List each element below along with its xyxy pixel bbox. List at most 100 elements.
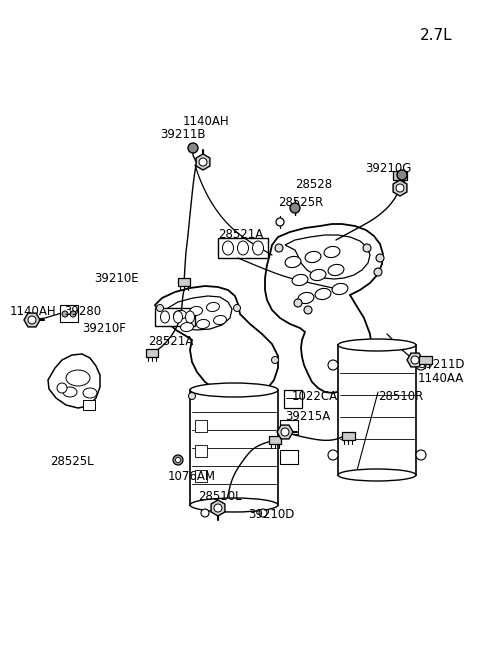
Ellipse shape [173, 311, 182, 323]
Polygon shape [284, 390, 302, 408]
Text: 39211D: 39211D [418, 358, 465, 371]
Circle shape [328, 360, 338, 370]
Circle shape [363, 244, 371, 252]
Text: 39211B: 39211B [160, 128, 205, 141]
Ellipse shape [305, 252, 321, 263]
Ellipse shape [223, 241, 233, 255]
Circle shape [290, 203, 300, 213]
Polygon shape [48, 354, 100, 408]
Circle shape [294, 299, 302, 307]
Text: 1022CA: 1022CA [292, 390, 338, 403]
Polygon shape [155, 286, 278, 398]
Text: 28510L: 28510L [198, 490, 241, 503]
Ellipse shape [310, 269, 326, 280]
Polygon shape [265, 224, 383, 393]
Text: 28525L: 28525L [50, 455, 94, 468]
Ellipse shape [63, 387, 77, 397]
Circle shape [416, 360, 426, 370]
Polygon shape [280, 450, 298, 464]
Circle shape [411, 356, 419, 364]
Polygon shape [155, 308, 195, 326]
Polygon shape [166, 296, 232, 330]
Polygon shape [190, 390, 278, 505]
Circle shape [28, 316, 36, 324]
Text: 39210G: 39210G [365, 162, 411, 175]
Circle shape [201, 509, 209, 517]
Polygon shape [218, 238, 268, 258]
Circle shape [281, 428, 289, 436]
Polygon shape [280, 420, 298, 434]
Ellipse shape [160, 311, 169, 323]
Ellipse shape [206, 303, 219, 312]
Circle shape [70, 311, 76, 317]
Polygon shape [195, 445, 207, 457]
Polygon shape [393, 180, 407, 196]
Ellipse shape [332, 284, 348, 295]
Circle shape [176, 457, 180, 462]
Circle shape [199, 158, 207, 166]
Polygon shape [277, 425, 293, 439]
Circle shape [328, 450, 338, 460]
Circle shape [214, 504, 222, 512]
Text: 1140AA: 1140AA [418, 372, 464, 385]
Ellipse shape [214, 316, 227, 324]
Polygon shape [341, 432, 355, 440]
Text: 1140AH: 1140AH [10, 305, 57, 318]
Polygon shape [269, 436, 281, 444]
Ellipse shape [285, 256, 301, 268]
Text: 1076AM: 1076AM [168, 470, 216, 483]
Ellipse shape [252, 241, 264, 255]
Circle shape [188, 143, 198, 153]
Polygon shape [338, 345, 416, 475]
Text: 39280: 39280 [64, 305, 101, 318]
Polygon shape [195, 420, 207, 432]
Polygon shape [24, 313, 40, 327]
Text: 39215A: 39215A [285, 410, 330, 423]
Polygon shape [419, 356, 432, 364]
Ellipse shape [328, 265, 344, 276]
Ellipse shape [196, 320, 209, 329]
Polygon shape [83, 400, 95, 410]
Text: 28528: 28528 [295, 178, 332, 191]
Polygon shape [285, 235, 370, 279]
Ellipse shape [66, 370, 90, 386]
Circle shape [156, 305, 164, 312]
Ellipse shape [180, 322, 193, 331]
Ellipse shape [315, 288, 331, 299]
Circle shape [272, 356, 278, 364]
Polygon shape [407, 353, 423, 367]
Circle shape [189, 392, 195, 400]
Ellipse shape [190, 307, 203, 316]
Text: 28510R: 28510R [378, 390, 423, 403]
Circle shape [396, 184, 404, 192]
Text: 28525R: 28525R [278, 196, 323, 209]
Circle shape [304, 306, 312, 314]
Circle shape [173, 455, 183, 465]
Ellipse shape [190, 498, 278, 512]
Polygon shape [195, 470, 207, 482]
Text: 39210E: 39210E [94, 272, 139, 285]
Text: 2.7L: 2.7L [420, 28, 453, 43]
Ellipse shape [185, 311, 194, 323]
Circle shape [275, 244, 283, 252]
Ellipse shape [83, 388, 97, 398]
Ellipse shape [338, 339, 416, 351]
Circle shape [276, 218, 284, 226]
Ellipse shape [338, 469, 416, 481]
Text: 39210F: 39210F [82, 322, 126, 335]
Circle shape [62, 311, 68, 317]
Circle shape [57, 383, 67, 393]
Circle shape [259, 509, 267, 517]
Polygon shape [146, 349, 158, 357]
Circle shape [397, 170, 407, 180]
Ellipse shape [238, 241, 249, 255]
Ellipse shape [292, 274, 308, 286]
Ellipse shape [174, 310, 186, 320]
Text: 1140AH: 1140AH [183, 115, 229, 128]
Polygon shape [211, 500, 225, 516]
Text: 28521A: 28521A [148, 335, 193, 348]
Polygon shape [60, 305, 78, 322]
Polygon shape [196, 154, 210, 170]
Polygon shape [178, 278, 190, 286]
Polygon shape [393, 170, 407, 179]
